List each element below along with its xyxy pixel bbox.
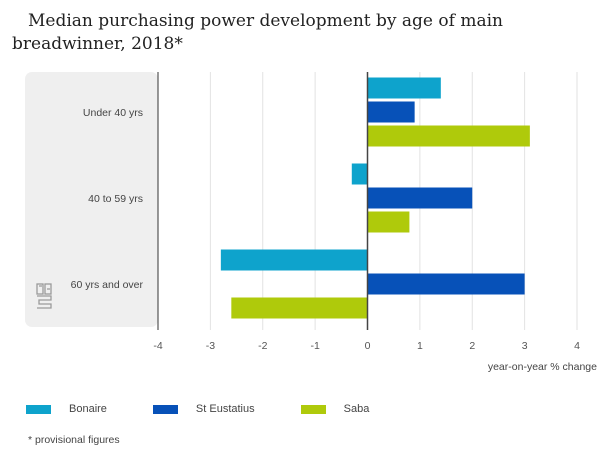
chart-title-line-1: Median purchasing power development by a… [28, 11, 503, 31]
x-axis-label: year-on-year % change [488, 361, 597, 373]
legend-label: Bonaire [69, 403, 107, 415]
x-tick-label: -2 [258, 340, 267, 352]
bar-saba-3 [231, 297, 368, 319]
legend-item-saba: Saba [300, 403, 370, 415]
legend-label: St Eustatius [195, 403, 255, 415]
x-tick-label: 0 [365, 340, 371, 352]
x-tick-label: -3 [206, 340, 215, 352]
category-label: 60 yrs and over [71, 279, 144, 291]
bar-st-eustatius-1 [367, 101, 415, 123]
bar-bonaire-3 [220, 249, 368, 271]
bar-bonaire-2 [351, 163, 368, 185]
x-tick-label: -1 [310, 340, 319, 352]
legend-label: Saba [343, 403, 370, 415]
legend: Bonaire St Eustatius Saba [26, 403, 415, 415]
chart-title: Median purchasing power development by a… [12, 10, 572, 56]
x-tick-label: -4 [153, 340, 162, 352]
x-tick-label: 1 [417, 340, 423, 352]
category-label: Under 40 yrs [83, 107, 143, 119]
x-tick-label: 3 [522, 340, 528, 352]
category-labels: Under 40 yrs 40 to 59 yrs 60 yrs and over [71, 107, 144, 291]
chart-title-line-2: breadwinner, 2018* [12, 34, 183, 54]
bar-saba-2 [367, 211, 410, 233]
cbs-logo-icon [36, 283, 52, 309]
bar-st-eustatius-2 [367, 187, 473, 209]
footnote: * provisional figures [28, 434, 120, 446]
category-panel [25, 72, 158, 327]
legend-swatch [152, 404, 178, 414]
bar-bonaire-1 [367, 77, 441, 99]
x-tick-labels: -4 -3 -2 -1 0 1 2 3 4 [153, 340, 580, 352]
legend-swatch [300, 404, 326, 414]
x-tick-label: 4 [574, 340, 580, 352]
bar-saba-1 [367, 125, 530, 147]
category-label: 40 to 59 yrs [88, 193, 143, 205]
bars [220, 77, 530, 319]
legend-item-st-eustatius: St Eustatius [152, 403, 255, 415]
bar-st-eustatius-3 [367, 273, 525, 295]
legend-item-bonaire: Bonaire [26, 403, 107, 415]
x-tick-label: 2 [469, 340, 475, 352]
legend-swatch [26, 404, 51, 414]
